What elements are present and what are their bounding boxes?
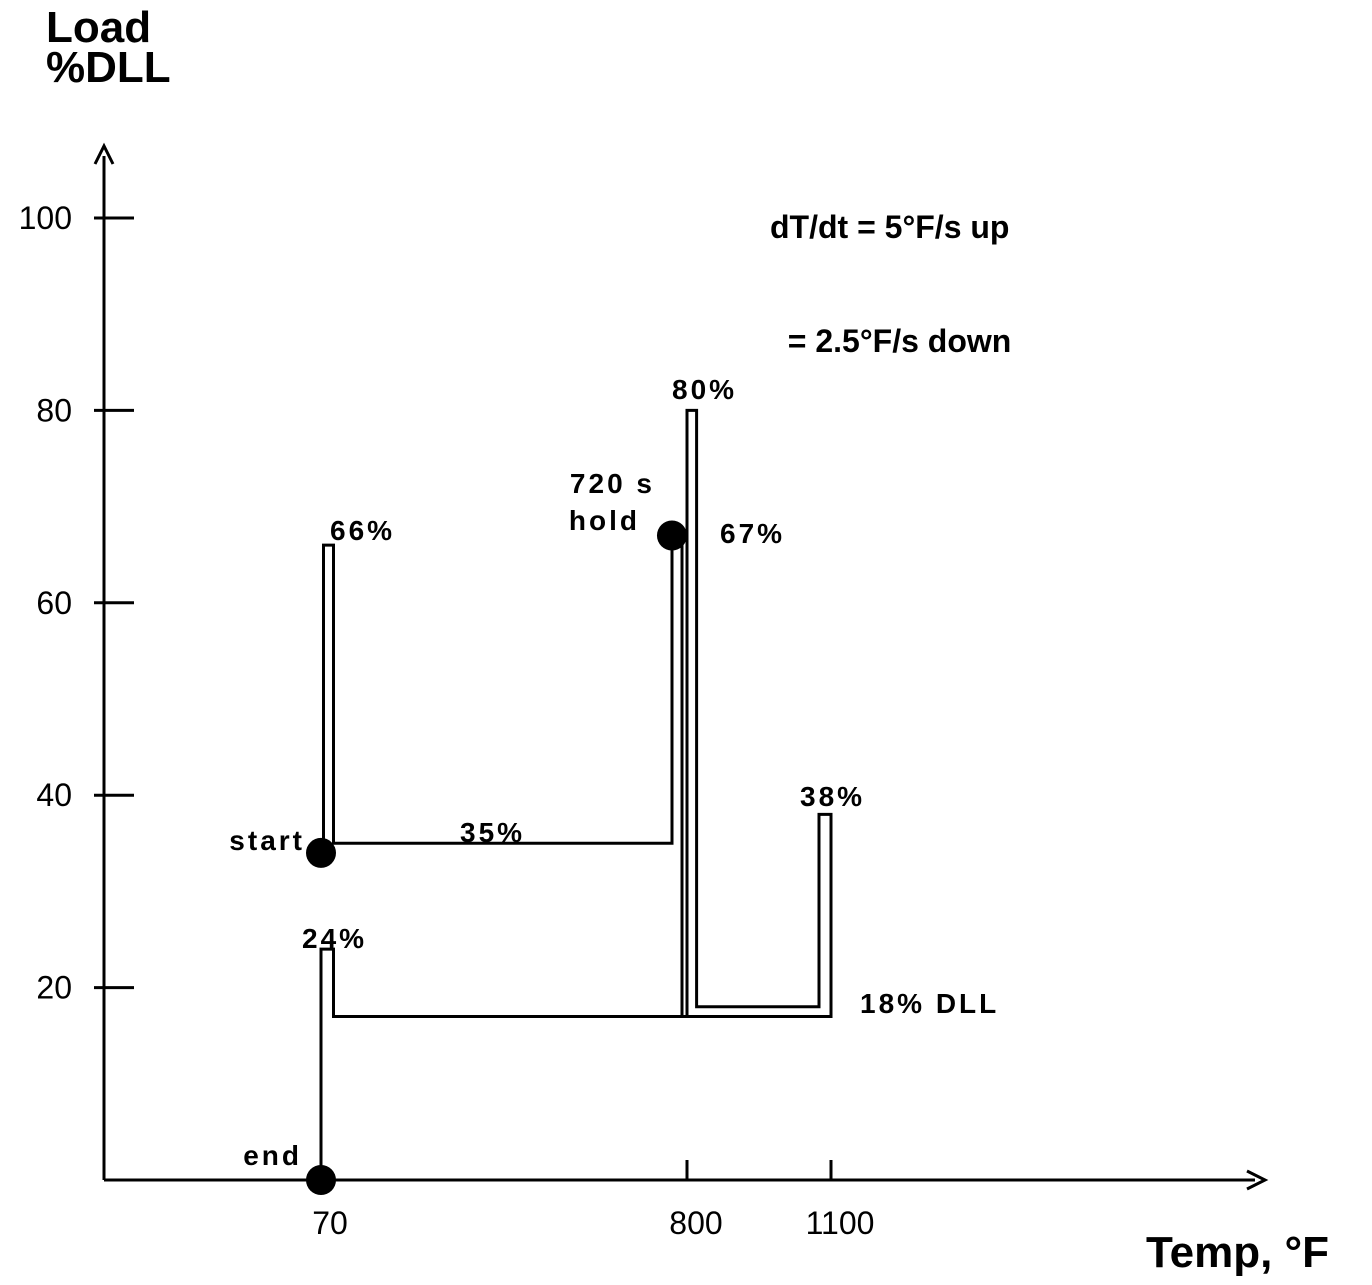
y-tick-label-80: 80 — [36, 392, 72, 428]
annotation-2: 720 s — [570, 468, 655, 499]
x-tick-label-70: 70 — [312, 1205, 348, 1241]
annotation-5: 67% — [720, 518, 785, 549]
point-dot-0 — [306, 837, 336, 868]
y-axis-arrow — [93, 142, 115, 165]
point-dot-2 — [306, 1165, 336, 1195]
rate-note-line1: dT/dt = 5°F/s up — [770, 209, 1010, 245]
x-axis-label: Temp, °F — [1146, 1228, 1330, 1277]
y-tick-label-20: 20 — [36, 970, 72, 1006]
x-axis-arrow — [1246, 1169, 1269, 1191]
annotation-9: start — [229, 825, 305, 856]
x-tick-label-800: 800 — [669, 1205, 722, 1241]
annotation-7: 24% — [302, 923, 367, 954]
annotation-6: 38% — [800, 781, 865, 812]
point-dot-1 — [656, 520, 687, 551]
rate-note-line2: = 2.5°F/s down — [770, 323, 1012, 359]
annotation-10: end — [243, 1140, 302, 1171]
annotation-3: hold — [569, 505, 640, 536]
x-tick-label-1100: 1100 — [806, 1205, 875, 1241]
annotation-8: 18% DLL — [860, 988, 999, 1019]
y-axis-label-line2: %DLL — [46, 43, 171, 92]
annotation-0: 66% — [330, 515, 395, 546]
y-axis-label-line1: Load — [46, 3, 152, 52]
y-tick-label-60: 60 — [36, 585, 72, 621]
annotation-4: 80% — [672, 374, 737, 405]
y-tick-label-100: 100 — [19, 200, 72, 236]
annotation-1: 35% — [460, 817, 525, 848]
y-tick-label-40: 40 — [36, 777, 72, 813]
load-path — [319, 408, 833, 1180]
y-axis-label: Load %DLL — [46, 3, 171, 92]
rate-note: dT/dt = 5°F/s up = 2.5°F/s down — [770, 132, 1011, 398]
